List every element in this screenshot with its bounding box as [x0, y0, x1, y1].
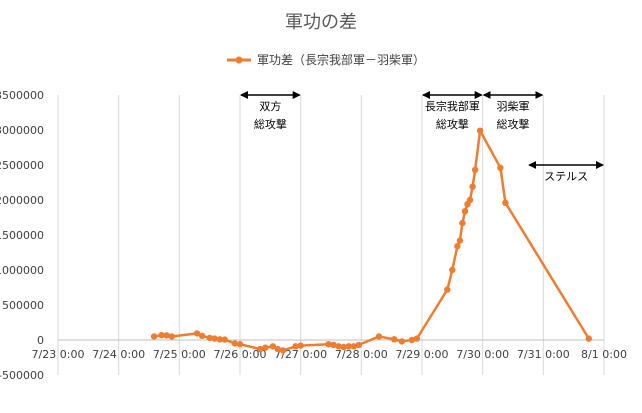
legend-label: 軍功差（長宗我部軍－羽柴軍）	[257, 52, 425, 67]
data-point	[456, 237, 464, 244]
data-point	[193, 330, 201, 337]
x-tick-label: 7/29 0:00	[396, 348, 449, 361]
y-tick-label: 2000000	[0, 194, 44, 207]
y-tick-label: 500000	[2, 299, 44, 312]
data-point	[502, 199, 509, 206]
data-point	[476, 127, 484, 134]
y-tick-label: 3000000	[0, 124, 44, 137]
data-point	[231, 340, 239, 347]
y-tick-label: 2500000	[0, 159, 44, 172]
x-tick-label: 7/28 0:00	[335, 348, 388, 361]
data-point	[459, 219, 466, 227]
data-point	[408, 336, 416, 344]
data-point	[413, 335, 421, 342]
data-point	[150, 333, 158, 340]
data-point	[497, 164, 504, 171]
y-tick-label: 1500000	[0, 229, 44, 242]
data-point	[236, 341, 244, 348]
grid	[57, 95, 605, 375]
x-tick-label: 7/24 0:00	[92, 348, 145, 361]
data-point	[262, 344, 269, 351]
data-point	[469, 183, 476, 190]
data-point	[350, 343, 357, 350]
data-point	[330, 341, 337, 349]
data-point	[355, 341, 362, 349]
data-point	[292, 343, 299, 350]
x-tick-label: 7/25 0:00	[153, 348, 206, 361]
y-tick-label: 0	[37, 334, 44, 347]
data-point	[297, 342, 304, 349]
data-point	[471, 166, 479, 174]
data-point	[398, 338, 405, 345]
legend-marker	[235, 56, 243, 64]
data-point	[585, 335, 592, 342]
data-point	[257, 345, 264, 353]
data-point	[340, 343, 347, 351]
x-tick-label: 8/1 0:00	[581, 348, 627, 361]
data-point	[221, 336, 228, 343]
y-tick-label: -500000	[0, 369, 44, 382]
data-point	[335, 343, 342, 350]
annotation-label: 総攻撃	[436, 117, 469, 131]
data-point	[163, 332, 170, 339]
x-tick-label: 7/31 0:00	[517, 348, 570, 361]
legend: 軍功差（長宗我部軍－羽柴軍）	[227, 52, 425, 67]
annotation-label: 長宗我部軍	[425, 99, 480, 113]
data-point	[449, 266, 456, 274]
data-point	[158, 331, 165, 339]
data-point	[454, 243, 461, 250]
data-point	[466, 196, 474, 204]
data-point	[325, 341, 332, 348]
data-point	[269, 343, 277, 350]
data-point	[391, 336, 398, 343]
y-tick-label: 1000000	[0, 264, 44, 277]
x-tick-label: 7/30 0:00	[456, 348, 509, 361]
x-tick-label: 7/27 0:00	[274, 348, 327, 361]
annotation-label: 羽柴軍	[497, 99, 530, 113]
annotation-label: ステルス	[544, 170, 588, 183]
annotation-label: 総攻撃	[497, 117, 530, 131]
series	[150, 127, 592, 354]
data-point	[444, 286, 451, 293]
data-point	[216, 336, 223, 343]
data-point	[375, 333, 383, 340]
data-point	[345, 343, 352, 350]
annotation-label: 双方	[259, 99, 281, 113]
data-point	[461, 208, 469, 215]
data-point	[274, 345, 282, 353]
chart-title: 軍功の差	[285, 12, 357, 33]
y-tick-label: 3500000	[0, 89, 44, 102]
data-point	[198, 332, 206, 339]
annotation-label: 総攻撃	[254, 117, 287, 131]
x-tick-label: 7/23 0:00	[32, 348, 85, 361]
data-point	[279, 347, 287, 354]
x-tick-label: 7/26 0:00	[214, 348, 267, 361]
axes: 7/23 0:00 7/24 0:00 7/25 0:00 7/26 0:00 7/27…	[0, 89, 627, 382]
data-point	[206, 334, 213, 342]
data-point	[211, 335, 218, 342]
data-point	[168, 333, 175, 340]
